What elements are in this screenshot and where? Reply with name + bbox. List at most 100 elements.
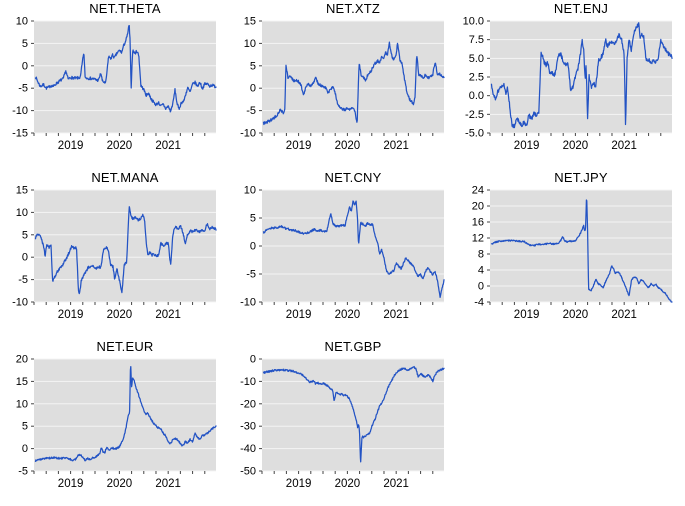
y-tick-label: 0 [250,355,256,366]
y-tick-label: 0 [250,241,256,253]
chart-title: NET.JPY [554,170,608,185]
x-tick-label: 2020 [107,309,133,321]
x-tick-label: 2021 [383,309,409,321]
y-tick-label: 15 [244,17,256,28]
series-line [262,200,445,299]
y-tick-label: 0.0 [469,90,484,102]
chart-title: NET.CNY [324,170,382,185]
y-tick-label: 10 [16,17,28,28]
gridlines [259,20,444,134]
x-tick-label: 2020 [563,309,589,321]
x-tick-labels: 2019 2020 2021 [261,302,434,321]
chart-panel: NET.EUR 20 15 10 5 0 -5 2019 2020 2021 [0,338,228,506]
x-tick-label: 2019 [286,140,312,152]
plot-area [34,21,216,133]
y-tick-label: -50 [240,466,256,478]
chart-canvas: 24 20 16 12 8 4 0 -4 2019 2020 2021 [472,186,673,321]
chart-canvas: 10.0 7.5 5.0 2.5 0.0 -2.5 -5.0 2019 2020 2021 [463,17,673,152]
x-tick-labels: 2019 2020 2021 [33,302,206,321]
series-line [490,22,673,129]
gridlines [259,189,444,303]
chart-panel: NET.XTZ 15 10 5 0 -5 -10 2019 2020 2021 [228,0,456,169]
y-tick-labels: 10 5 0 -5 -10 -15 [12,17,28,140]
y-tick-label: -10 [12,105,28,117]
y-tick-label: 20 [16,355,28,366]
x-tick-label: 2020 [107,140,133,152]
x-tick-labels: 2019 2020 2021 [489,302,662,321]
x-tick-label: 2020 [563,140,589,152]
y-tick-label: -20 [240,398,256,410]
chart-title: NET.XTZ [325,1,381,16]
chart-panel: NET.CNY 10 5 0 -5 -10 2019 2020 2021 [228,169,456,338]
chart-panel: NET.GBP 0 -10 -20 -30 -40 -50 2019 2020 2021 [228,338,456,506]
plot-area [262,359,444,471]
y-tick-label: 0 [22,443,28,455]
y-tick-label: 5 [22,229,28,241]
chart-title: NET.MANA [91,170,159,185]
y-tick-label: -5.0 [465,128,484,140]
y-tick-label: -30 [240,421,256,433]
y-tick-label: 2.5 [469,72,484,84]
y-tick-label: -10 [240,376,256,388]
y-tick-label: -40 [240,443,256,455]
y-tick-label: 10 [16,398,28,410]
x-tick-label: 2019 [58,478,84,490]
y-tick-label: -2.5 [465,109,484,121]
chart-title: NET.GBP [324,339,382,354]
gridlines [487,189,672,303]
gridlines [31,189,216,303]
y-tick-label: 8 [478,249,484,261]
x-tick-label: 2021 [611,140,637,152]
y-tick-label: -10 [12,297,28,309]
x-tick-label: 2020 [335,140,361,152]
x-tick-label: 2020 [335,478,361,490]
series-line [34,24,217,113]
y-tick-label: 0 [22,252,28,264]
y-tick-label: -10 [240,128,256,140]
x-tick-label: 2021 [383,478,409,490]
series-line [490,199,673,303]
empty-cell [456,338,685,506]
x-tick-label: 2019 [58,140,84,152]
y-tick-label: 5 [250,213,256,225]
x-tick-label: 2019 [286,478,312,490]
y-tick-label: 24 [472,186,484,197]
y-tick-label: 0 [22,60,28,72]
y-tick-label: -10 [240,297,256,309]
y-tick-label: 5.0 [469,53,484,65]
y-tick-label: 0 [250,83,256,95]
chart-canvas: 10 5 0 -5 -10 2019 2020 2021 [240,186,445,321]
gridlines [487,20,672,134]
x-tick-labels: 2019 2020 2021 [261,471,434,490]
y-tick-label: 10.0 [463,17,484,28]
series-line [34,365,217,463]
x-tick-label: 2020 [107,478,133,490]
chart-panel: NET.THETA 10 5 0 -5 -10 -15 2019 2020 2021 [0,0,228,169]
y-tick-labels: 15 10 5 0 -5 -10 [240,17,256,140]
y-tick-label: 5 [22,38,28,50]
y-tick-label: 7.5 [469,34,484,46]
y-tick-label: 12 [472,233,484,245]
y-tick-label: -5 [18,83,28,95]
series-line [262,41,445,126]
y-tick-label: 5 [250,60,256,72]
chart-canvas: 15 10 5 0 -5 -10 2019 2020 2021 [12,186,217,321]
y-tick-labels: 15 10 5 0 -5 -10 [12,186,28,309]
y-tick-label: 4 [478,265,484,277]
plot-area [34,190,216,302]
x-tick-labels: 2019 2020 2021 [489,133,662,152]
y-tick-label: 16 [472,217,484,229]
plot-area [34,359,216,471]
x-tick-label: 2020 [335,309,361,321]
y-tick-label: -5 [18,274,28,286]
x-tick-labels: 2019 2020 2021 [261,133,434,152]
y-tick-labels: 10.0 7.5 5.0 2.5 0.0 -2.5 -5.0 [463,17,484,140]
x-tick-label: 2019 [286,309,312,321]
chart-panel: NET.MANA 15 10 5 0 -5 -10 2019 2020 2021 [0,169,228,338]
chart-canvas: 20 15 10 5 0 -5 2019 2020 2021 [16,355,217,490]
x-tick-labels: 2019 2020 2021 [33,133,206,152]
x-tick-label: 2019 [514,140,540,152]
chart-panel: NET.JPY 24 20 16 12 8 4 0 -4 2019 2020 2021 [456,169,685,338]
y-tick-label: -5 [246,105,256,117]
y-tick-label: -5 [18,466,28,478]
